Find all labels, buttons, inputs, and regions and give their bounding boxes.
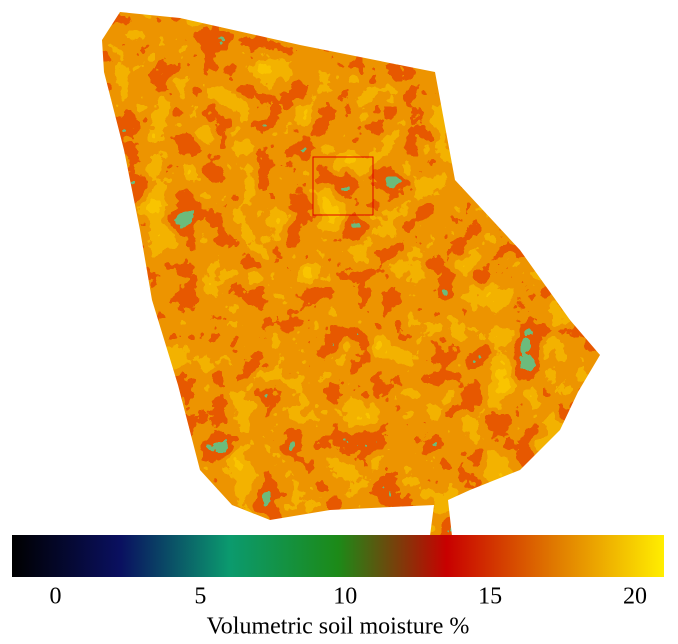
colorbar-tick-label: 10 xyxy=(333,584,357,610)
colorbar-tick-label: 5 xyxy=(194,584,206,610)
map-figure: Volumetric soil moisture % 0 5 10 15 20 xyxy=(0,0,678,644)
colorbar xyxy=(12,535,664,577)
colorbar-tick-label: 20 xyxy=(623,584,647,610)
colorbar-tick-label: 0 xyxy=(49,584,61,610)
map-raster xyxy=(95,5,610,540)
colorbar-tick-label: 15 xyxy=(478,584,502,610)
colorbar-label: Volumetric soil moisture % xyxy=(207,614,470,640)
soil-moisture-map xyxy=(95,5,610,540)
